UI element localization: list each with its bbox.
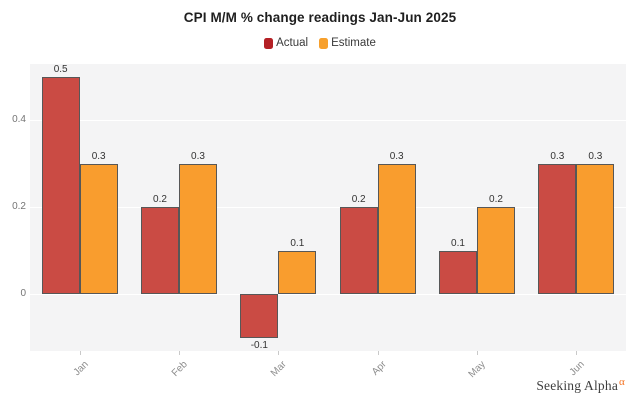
bar-estimate-jun	[576, 163, 615, 295]
x-tick-mark	[79, 351, 81, 355]
value-label-actual-apr: 0.2	[351, 194, 366, 206]
value-label-actual-jan: 0.5	[53, 63, 68, 75]
value-label-estimate-feb: 0.3	[191, 150, 205, 162]
y-tick-label: 0.2	[12, 201, 26, 213]
bar-estimate-mar	[278, 250, 317, 295]
chart-title: CPI M/M % change readings Jan-Jun 2025	[183, 10, 457, 25]
x-tick-label-mar: Mar	[269, 359, 290, 379]
bar-actual-feb	[141, 207, 179, 295]
value-label-actual-may: 0.1	[451, 237, 465, 249]
bar-actual-mar	[240, 294, 279, 338]
value-label-actual-feb: 0.2	[153, 194, 167, 206]
x-tick-label-jan: Jan	[71, 359, 91, 379]
value-label-estimate-jan: 0.3	[91, 150, 106, 162]
x-tick-mark	[576, 351, 578, 355]
alpha-icon: α	[619, 375, 625, 388]
value-label-actual-jun: 0.3	[550, 150, 565, 162]
bar-actual-may	[439, 250, 477, 295]
seeking-alpha-logo-text: Seeking Alpha	[536, 378, 619, 393]
bar-actual-apr	[339, 207, 378, 295]
value-label-estimate-jun: 0.3	[588, 150, 603, 162]
legend-label-actual: Actual	[276, 37, 309, 49]
legend-item-actual: Actual	[264, 37, 308, 49]
y-tick-label: 0.4	[12, 114, 26, 126]
value-label-actual-mar: -0.1	[250, 339, 268, 351]
legend-swatch-actual-icon	[264, 37, 274, 49]
bar-actual-jun	[538, 163, 577, 295]
x-tick-mark	[377, 351, 379, 355]
value-label-estimate-may: 0.2	[489, 194, 503, 206]
x-tick-mark	[477, 351, 478, 355]
legend-swatch-estimate-icon	[319, 37, 329, 49]
x-tick-label-feb: Feb	[169, 359, 190, 379]
bar-actual-jan	[41, 76, 80, 295]
y-tick-label: 0	[20, 288, 26, 300]
gridline-0	[30, 294, 626, 296]
seeking-alpha-logo: Seeking Alphaα	[536, 375, 625, 394]
legend: Actual Estimate	[0, 37, 640, 49]
value-label-estimate-apr: 0.3	[389, 150, 404, 162]
legend-item-estimate: Estimate	[319, 37, 376, 49]
gridline-0.4	[30, 120, 626, 122]
bar-estimate-feb	[179, 163, 217, 295]
x-tick-label-may: May	[466, 359, 488, 381]
value-label-estimate-mar: 0.1	[290, 237, 305, 249]
x-tick-mark	[179, 351, 180, 355]
bar-estimate-jan	[79, 163, 118, 295]
legend-label-estimate: Estimate	[331, 37, 376, 49]
bar-estimate-apr	[377, 163, 416, 295]
plot-area: 0.5 0.3 0.2 0.3 -0.1 0.1 0.2 0.3 0.1 0.2 0.3 0.3	[30, 64, 626, 351]
gridline-0.2	[30, 207, 626, 209]
x-tick-label-apr: Apr	[369, 359, 389, 378]
bar-estimate-may	[477, 207, 515, 295]
x-tick-mark	[278, 351, 280, 355]
